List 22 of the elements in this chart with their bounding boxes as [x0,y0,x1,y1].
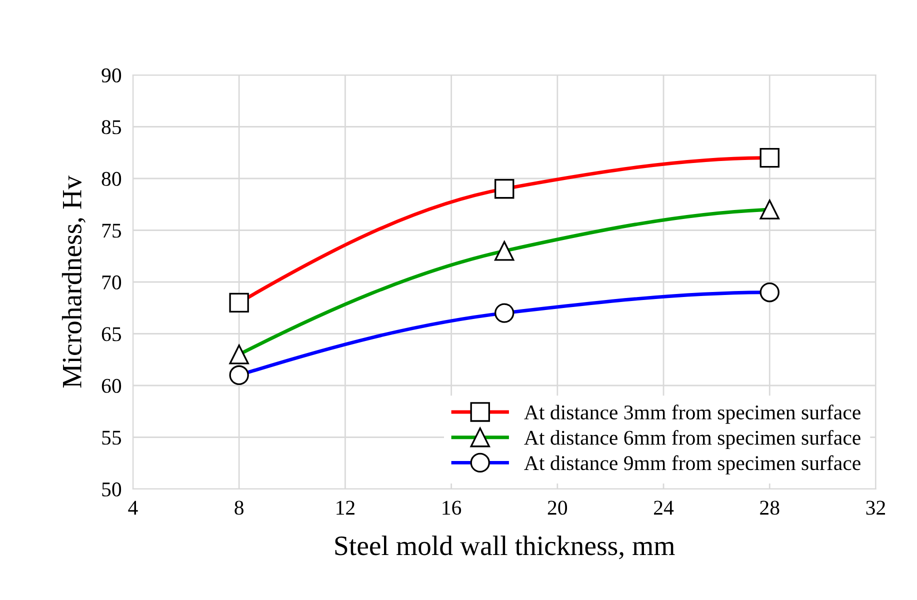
y-tick-label: 80 [102,172,122,186]
x-tick-label: 8 [234,500,244,515]
x-tick-label: 4 [128,500,138,515]
legend-label: At distance 3mm from specimen surface [524,404,860,424]
legend-label: At distance 6mm from specimen surface [524,430,860,450]
y-tick-label: 50 [102,482,122,496]
y-tick-label: 60 [102,378,122,393]
y-axis-title: Microhardness, Hv [62,176,86,388]
y-tick-label: 55 [102,430,122,445]
x-tick-label: 20 [548,500,568,515]
x-axis-title: Steel mold wall thickness, mm [335,536,675,560]
y-tick-label: 85 [102,120,122,134]
y-tick-label: 65 [102,327,122,342]
x-tick-label: 12 [336,500,354,515]
x-tick-label: 24 [654,500,674,515]
x-tick-label: 16 [442,500,462,515]
y-tick-label: 90 [102,68,122,82]
x-tick-label: 28 [760,500,780,515]
y-tick-label: 70 [102,275,122,290]
legend-label: At distance 9mm from specimen surface [524,455,860,474]
y-tick-label: 75 [102,224,122,238]
x-tick-label: 32 [866,500,886,515]
